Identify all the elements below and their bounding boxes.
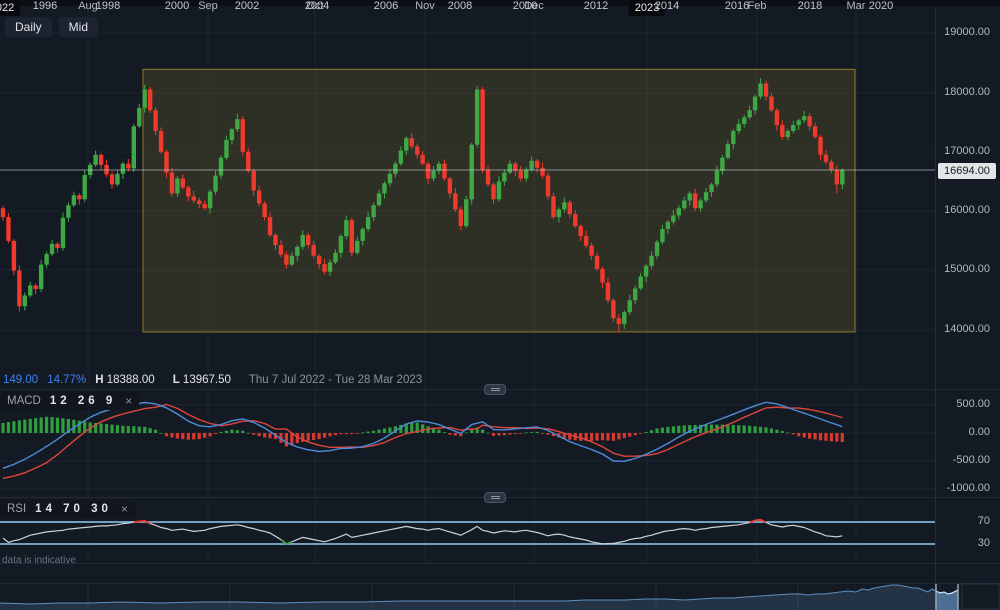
rsi-name: RSI <box>7 503 27 515</box>
navigator-year-label: 2018 <box>797 0 823 12</box>
macd-legend-chip: MACD 12 26 9 × <box>0 392 140 410</box>
change-value: 149.00 <box>3 374 39 386</box>
low-value: 13967.50 <box>182 374 231 386</box>
timeframe-daily-button[interactable]: Daily <box>5 17 52 37</box>
navigator-year-label: 2008 <box>447 0 473 12</box>
macd-axis-label: 0.00 <box>968 426 990 438</box>
macd-axis-label: -500.00 <box>952 454 990 466</box>
last-price-badge: 16694.00 <box>938 163 996 179</box>
macd-name: MACD <box>7 395 41 407</box>
time-axis-label: Mar <box>846 0 866 12</box>
timeframe-mid-button[interactable]: Mid <box>58 17 99 37</box>
price-axis-label: 18000.00 <box>944 86 990 98</box>
navigator-year-label: 1996 <box>32 0 58 12</box>
price-axis-label: 15000.00 <box>944 263 990 275</box>
time-axis-label: 2022 <box>0 0 21 16</box>
time-axis-label: Nov <box>415 0 435 12</box>
navigator-year-label: 1998 <box>95 0 121 12</box>
pane-resize-handle-rsi[interactable] <box>484 492 506 503</box>
high-value: 18388.00 <box>106 374 155 386</box>
navigator-year-label: 2000 <box>164 0 190 12</box>
time-axis-label: Feb <box>747 0 767 12</box>
navigator-year-label: 2002 <box>234 0 260 12</box>
rsi-axis-label: 30 <box>977 537 990 549</box>
time-axis-label: Aug <box>78 0 98 12</box>
price-axis-label: 19000.00 <box>944 26 990 38</box>
rsi-close-icon[interactable]: × <box>120 502 128 516</box>
price-axis-label: 16000.00 <box>944 204 990 216</box>
ohlc-info-line: 149.00 14.77% H 18388.00 L 13967.50 Thu 7 Ju… <box>3 374 431 386</box>
navigator-year-label: 2010 <box>512 0 538 12</box>
navigator-year-label: 2016 <box>724 0 750 12</box>
rsi-params: 14 70 30 <box>35 503 112 515</box>
timeframe-toolbar: Daily Mid <box>5 17 99 37</box>
high-label: H <box>95 374 104 386</box>
time-axis-label: Dec <box>524 0 544 12</box>
macd-params: 12 26 9 <box>49 395 117 407</box>
change-percent: 14.77% <box>47 374 87 386</box>
navigator-year-label: 2020 <box>868 0 894 12</box>
price-axis-label: 14000.00 <box>944 323 990 335</box>
macd-close-icon[interactable]: × <box>125 394 133 408</box>
time-axis-label: 2023 <box>628 0 666 16</box>
time-axis-label: Oct <box>306 0 324 12</box>
rsi-legend-chip: RSI 14 70 30 × <box>0 500 135 518</box>
macd-axis-label: -1000.00 <box>946 482 990 494</box>
date-range: Thu 7 Jul 2022 - Tue 28 Mar 2023 <box>248 374 423 386</box>
navigator-year-label: 2012 <box>583 0 609 12</box>
price-axis-label: 17000.00 <box>944 145 990 157</box>
window-top-strip <box>0 0 1000 6</box>
data-indicative-note: data is indicative <box>2 555 76 566</box>
pane-resize-handle-macd[interactable] <box>484 384 506 395</box>
navigator-year-label: 2014 <box>654 0 680 12</box>
navigator-year-label: 2006 <box>373 0 399 12</box>
macd-axis-label: 500.00 <box>956 398 990 410</box>
navigator-year-label: 2004 <box>304 0 330 12</box>
low-label: L <box>172 374 180 386</box>
time-axis-label: Sep <box>198 0 218 12</box>
rsi-axis-label: 70 <box>977 515 990 527</box>
